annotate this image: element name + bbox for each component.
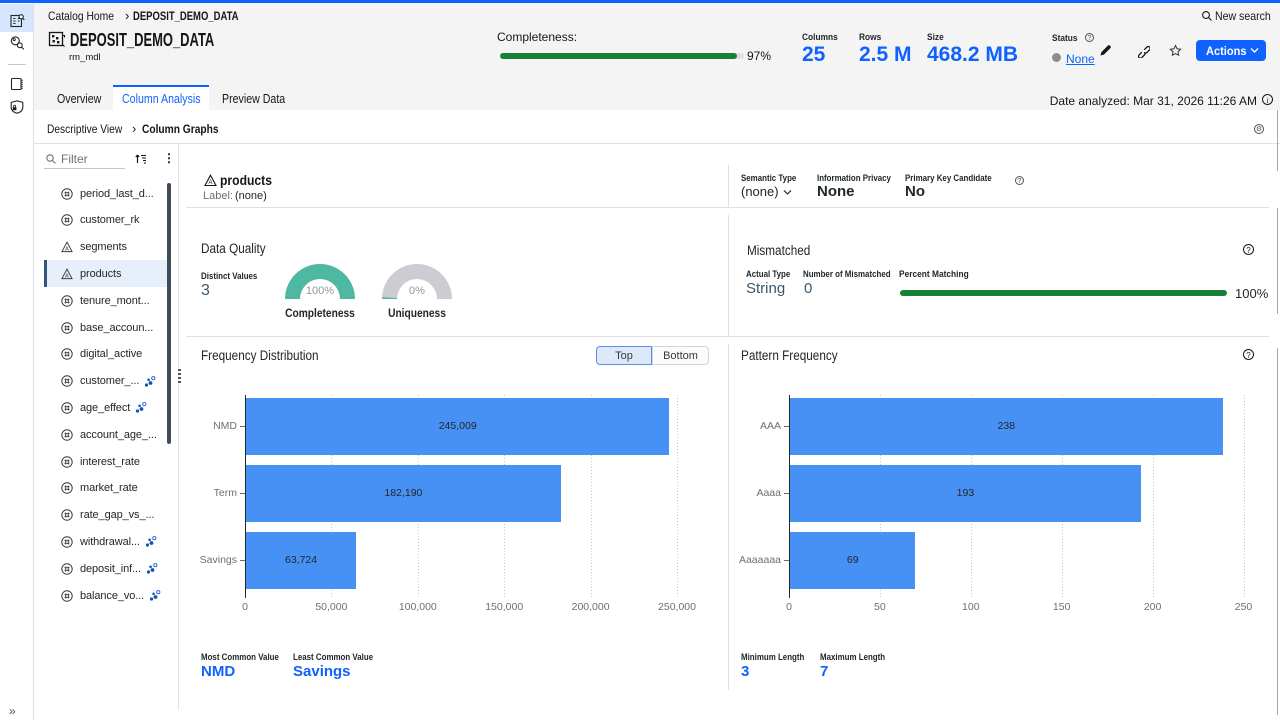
svg-text:A: A (65, 273, 69, 279)
svg-text:A: A (65, 247, 69, 253)
svg-text:A: A (208, 180, 212, 186)
